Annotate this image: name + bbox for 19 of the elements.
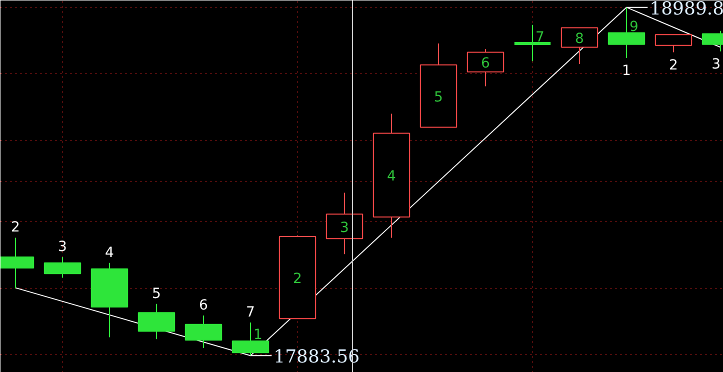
annotation: 4 — [105, 244, 114, 261]
text: 5 — [434, 90, 443, 106]
text: 1 — [254, 327, 262, 344]
text: 9 — [630, 18, 638, 35]
annotation: 2 — [669, 57, 678, 74]
text: 2 — [293, 271, 302, 288]
annotation: 3 — [58, 238, 67, 255]
annotation: 2 — [11, 220, 20, 236]
text: 8 — [575, 30, 584, 47]
annotation: 5 — [152, 286, 161, 302]
annotation: 7 — [246, 304, 255, 320]
text: 7 — [536, 29, 544, 46]
annotation: 1 — [622, 62, 631, 79]
text: 3 — [340, 220, 349, 236]
annotation: 3 — [712, 56, 721, 72]
text: 6 — [481, 56, 490, 72]
text: 4 — [387, 168, 396, 185]
annotation: 18989.8 — [650, 0, 723, 20]
annotation: 6 — [199, 298, 208, 314]
